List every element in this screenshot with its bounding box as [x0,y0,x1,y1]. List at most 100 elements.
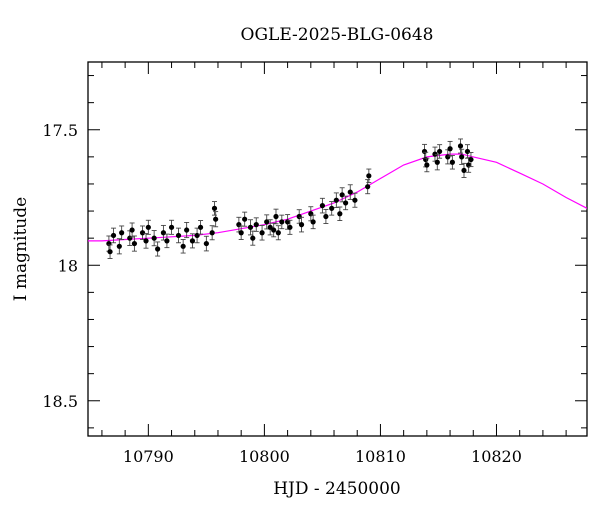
y-tick-label: 18 [58,256,78,275]
data-marker [203,240,209,247]
data-marker [337,211,343,217]
data-marker [236,222,242,228]
data-point [365,179,371,195]
x-tick-label: 10800 [239,447,290,466]
data-point [468,152,474,168]
data-marker [194,232,200,239]
data-marker [131,240,138,247]
data-marker [273,213,279,220]
data-point [347,184,353,200]
data-marker [343,200,349,206]
data-marker [175,232,182,239]
data-marker [434,159,440,165]
data-marker [211,205,218,211]
data-point [127,230,133,246]
data-point [434,154,440,171]
data-marker [271,227,277,233]
data-point [253,217,259,232]
data-marker [107,249,113,255]
data-marker [197,224,204,230]
data-point [168,219,175,235]
data-point [238,225,244,240]
data-marker [242,216,248,222]
y-axis-label: I magnitude [11,197,31,301]
data-point [343,195,349,211]
data-marker [275,230,281,236]
data-point [333,192,339,208]
data-marker [250,235,256,241]
data-marker [213,216,219,222]
data-point [203,235,209,252]
data-marker [287,224,293,230]
data-marker [423,156,429,163]
data-point [352,192,358,208]
data-marker [264,219,270,225]
data-marker [247,224,254,230]
data-marker [209,230,215,236]
data-marker [308,211,314,217]
data-marker [468,156,474,163]
data-marker [310,219,316,225]
data-point [457,138,464,154]
data-marker [279,219,285,225]
data-marker [110,232,117,239]
data-point [445,149,451,165]
data-point [116,238,122,255]
data-point [164,233,170,249]
data-point [308,206,314,222]
model-curve-group [88,153,587,242]
data-point [194,227,200,244]
data-point [259,224,265,241]
data-point [447,140,453,157]
data-point [464,144,471,159]
data-marker [365,184,371,190]
data-marker [119,230,125,236]
data-marker [155,246,161,252]
data-point [129,222,135,238]
data-marker [189,238,196,244]
data-point [337,206,343,221]
data-point [145,219,151,235]
y-tick-label: 18.5 [42,392,78,411]
plot-frame [87,61,588,437]
data-marker [366,173,372,179]
data-points-group [106,138,474,259]
data-marker [437,148,443,155]
data-marker [296,213,302,220]
data-point [180,239,186,254]
data-marker [329,205,335,211]
data-point [298,216,305,233]
data-marker [160,230,167,236]
data-point [184,221,190,239]
data-marker [352,197,358,203]
x-axis-label: HJD - 2450000 [273,479,401,499]
data-marker [168,224,175,230]
data-marker [432,151,438,157]
data-marker [464,148,471,155]
data-marker [333,197,339,203]
data-point [275,225,281,241]
data-marker [151,235,157,241]
data-marker [298,222,305,228]
x-tick-label: 10820 [471,447,522,466]
data-point [461,162,467,178]
data-point [432,146,438,162]
x-tick-label: 10810 [355,447,406,466]
data-point [271,222,277,238]
data-point [329,201,335,216]
data-marker [139,230,146,236]
data-point [189,233,196,249]
y-tick-label: 17.5 [42,121,78,140]
data-point [424,157,430,173]
data-point [279,214,285,230]
data-point [437,144,443,159]
data-point [421,143,428,159]
data-marker [116,243,122,249]
data-marker [145,224,151,230]
data-point [273,208,279,225]
data-point [366,168,372,184]
chart-title: OGLE-2025-BLG-0648 [241,25,434,45]
data-marker [143,238,149,244]
data-marker [459,154,465,160]
